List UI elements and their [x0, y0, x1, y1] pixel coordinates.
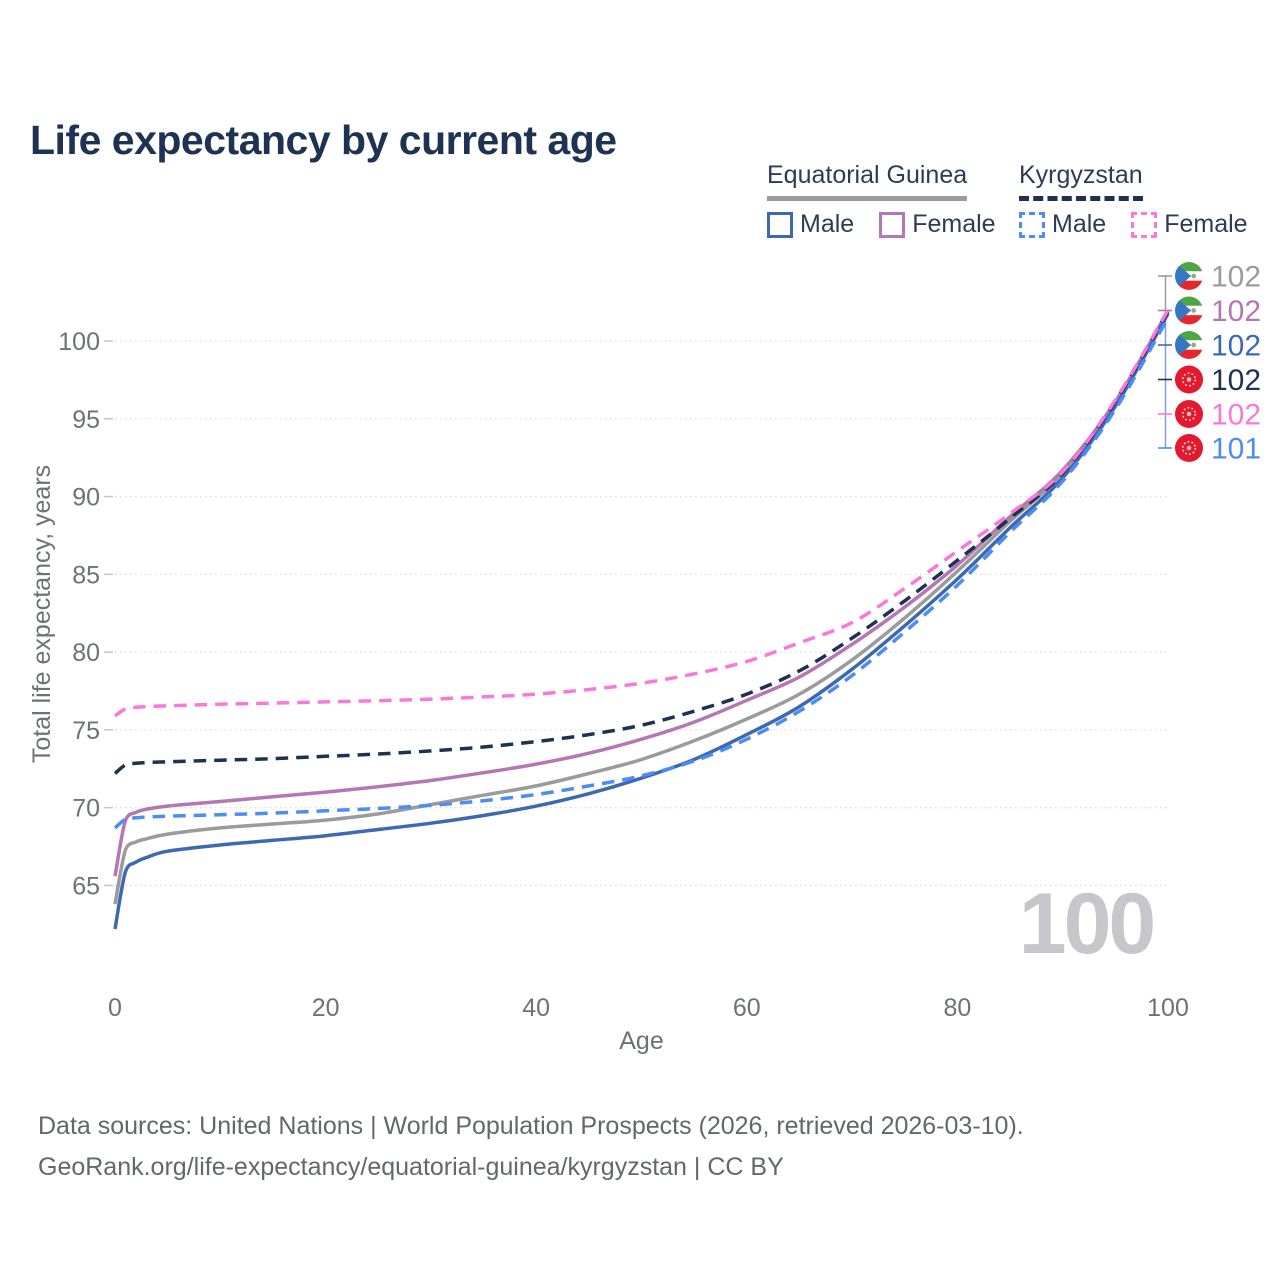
x-tick-label: 100: [1147, 994, 1189, 1022]
end-value-label: 102: [1211, 330, 1261, 363]
legend-item-kg-female[interactable]: Female: [1131, 210, 1248, 239]
equatorial-guinea-flag-icon: [1175, 296, 1203, 325]
kyrgyzstan-flag-icon: [1175, 400, 1203, 428]
footer: Data sources: United Nations | World Pop…: [38, 1106, 1024, 1188]
y-tick-label: 90: [72, 484, 100, 512]
end-value-label: 102: [1211, 295, 1261, 328]
kyrgyzstan-flag-icon: [1175, 434, 1203, 462]
series-line-kyrgyzstan-both-sexes[interactable]: [113, 310, 1170, 775]
legend-items-equatorial-guinea: Male Female: [767, 210, 996, 239]
series-line-equatorial-guinea-female[interactable]: [113, 309, 1170, 877]
legend-item-eg-female[interactable]: Female: [879, 210, 996, 239]
y-axis: 65 70 75 80 85 90 95 100 Total life expectancy, …: [28, 328, 113, 900]
y-tick-label: 95: [72, 406, 100, 434]
legend-item-kg-male[interactable]: Male: [1019, 210, 1106, 239]
legend-item-label: Male: [800, 210, 855, 238]
end-value-label: 101: [1211, 433, 1261, 466]
x-tick-label: 80: [943, 994, 971, 1022]
y-tick-label: 85: [72, 561, 100, 589]
x-tick-label: 60: [733, 994, 761, 1022]
series-line-equatorial-guinea-male[interactable]: [113, 312, 1170, 930]
equatorial-guinea-flag-icon: [1175, 262, 1203, 290]
legend-item-label: Female: [912, 210, 996, 238]
legend-item-label: Female: [1164, 210, 1248, 238]
eg-male-swatch-icon: [767, 211, 793, 238]
x-axis: 0 20 40 60 80 100 Age: [108, 994, 1189, 1055]
page-title: Life expectancy by current age: [30, 117, 617, 164]
eg-female-swatch-icon: [879, 211, 906, 238]
equatorial-guinea-flag-icon: [1175, 331, 1203, 359]
data-source-text: Data sources: United Nations | World Pop…: [38, 1112, 1024, 1140]
legend-item-label: Male: [1052, 210, 1107, 238]
legend-items-kyrgyzstan: Male Female: [1019, 210, 1248, 239]
end-value-label: 102: [1211, 261, 1261, 294]
y-tick-label: 65: [72, 872, 100, 900]
kg-female-swatch-icon: [1131, 211, 1158, 238]
legend-item-eg-male[interactable]: Male: [767, 210, 854, 239]
series-line-kyrgyzstan-female[interactable]: [113, 309, 1170, 718]
end-value-label: 102: [1211, 399, 1261, 432]
y-tick-label: 80: [72, 639, 100, 667]
y-tick-label: 75: [72, 717, 100, 745]
legend-country-kyrgyzstan[interactable]: Kyrgyzstan: [1019, 161, 1143, 201]
x-tick-label: 40: [522, 994, 550, 1022]
x-tick-label: 0: [108, 994, 122, 1022]
legend-group-equatorial-guinea: Equatorial Guinea Male Female: [767, 161, 996, 239]
attribution-text: GeoRank.org/life-expectancy/equatorial-g…: [38, 1153, 784, 1181]
end-value-label: 102: [1211, 364, 1261, 397]
kyrgyzstan-flag-icon: [1175, 365, 1203, 394]
y-axis-title: Total life expectancy, years: [28, 465, 56, 763]
series-line-equatorial-guinea-both-sexes[interactable]: [113, 311, 1170, 905]
x-axis-title: Age: [619, 1027, 663, 1055]
x-tick-label: 20: [312, 994, 340, 1022]
y-tick-label: 70: [72, 795, 100, 823]
kg-male-swatch-icon: [1019, 211, 1045, 238]
legend-group-kyrgyzstan: Kyrgyzstan Male Female: [1019, 161, 1248, 239]
y-tick-label: 100: [58, 328, 100, 356]
series-lines: [113, 309, 1170, 930]
gridlines: [115, 340, 1168, 887]
label-leader-lines: [1158, 275, 1172, 449]
series-line-kyrgyzstan-male[interactable]: [113, 316, 1170, 830]
age-watermark: 100: [1019, 876, 1154, 972]
legend-country-equatorial-guinea[interactable]: Equatorial Guinea: [767, 161, 968, 201]
